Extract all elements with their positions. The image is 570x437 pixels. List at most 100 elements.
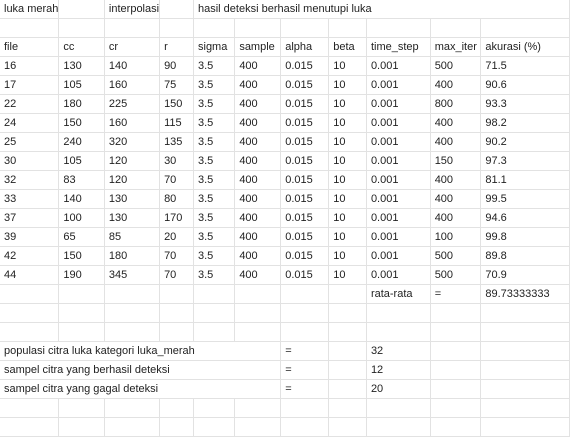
sheet-cell[interactable]: 345 — [104, 265, 161, 285]
sheet-cell[interactable]: 0.015 — [280, 227, 330, 247]
sheet-cell[interactable]: 32 — [366, 341, 431, 361]
sheet-cell[interactable] — [159, 18, 194, 38]
sheet-cell[interactable]: 0.001 — [366, 113, 431, 133]
sheet-cell[interactable]: 33 — [0, 189, 60, 209]
sheet-cell[interactable] — [430, 341, 482, 361]
sheet-cell[interactable] — [0, 303, 60, 323]
sheet-cell[interactable]: 93.3 — [480, 94, 570, 114]
sheet-cell[interactable]: 90 — [159, 56, 194, 76]
sheet-cell[interactable]: 160 — [104, 75, 161, 95]
sheet-cell[interactable] — [366, 18, 431, 38]
sheet-cell[interactable]: 24 — [0, 113, 60, 133]
sheet-cell[interactable]: interpolasi — [104, 0, 161, 19]
sheet-cell[interactable]: 12 — [366, 360, 431, 380]
sheet-cell[interactable]: 10 — [328, 170, 367, 190]
sheet-cell[interactable]: 3.5 — [193, 170, 236, 190]
sheet-cell[interactable]: 89.73333333 — [480, 284, 570, 304]
sheet-cell[interactable]: r — [159, 37, 194, 57]
sheet-cell[interactable]: 130 — [58, 56, 105, 76]
sheet-cell[interactable] — [58, 284, 105, 304]
sheet-cell[interactable]: 400 — [234, 94, 282, 114]
sheet-cell[interactable] — [480, 18, 570, 38]
sheet-cell[interactable] — [193, 18, 236, 38]
sheet-cell[interactable]: 140 — [58, 189, 105, 209]
sheet-cell[interactable] — [328, 360, 367, 380]
sheet-cell[interactable]: 97.3 — [480, 151, 570, 171]
sheet-cell[interactable] — [159, 284, 194, 304]
sheet-cell[interactable]: 65 — [58, 227, 105, 247]
sheet-cell[interactable]: 83 — [58, 170, 105, 190]
sheet-cell[interactable]: 130 — [104, 208, 161, 228]
sheet-cell[interactable]: 75 — [159, 75, 194, 95]
sheet-cell[interactable]: max_iter — [430, 37, 482, 57]
sheet-cell[interactable]: cc — [58, 37, 105, 57]
sheet-cell[interactable]: 0.015 — [280, 94, 330, 114]
sheet-cell[interactable] — [0, 398, 60, 418]
sheet-cell[interactable] — [366, 417, 431, 437]
sheet-cell[interactable] — [328, 417, 367, 437]
sheet-cell[interactable]: 3.5 — [193, 75, 236, 95]
sheet-cell[interactable]: time_step — [366, 37, 431, 57]
sheet-cell[interactable]: 800 — [430, 94, 482, 114]
sheet-cell[interactable]: 115 — [159, 113, 194, 133]
sheet-cell[interactable]: sigma — [193, 37, 236, 57]
sheet-cell[interactable]: 10 — [328, 56, 367, 76]
sheet-cell[interactable]: 10 — [328, 208, 367, 228]
sheet-cell[interactable]: 400 — [234, 170, 282, 190]
sheet-cell[interactable]: sampel citra yang gagal deteksi — [0, 379, 282, 399]
sheet-cell[interactable]: 0.001 — [366, 189, 431, 209]
sheet-cell[interactable]: 0.001 — [366, 75, 431, 95]
sheet-cell[interactable]: 81.1 — [480, 170, 570, 190]
sheet-cell[interactable]: 94.6 — [480, 208, 570, 228]
sheet-cell[interactable]: 10 — [328, 227, 367, 247]
sheet-cell[interactable]: 70 — [159, 170, 194, 190]
sheet-cell[interactable]: 3.5 — [193, 151, 236, 171]
sheet-cell[interactable]: 17 — [0, 75, 60, 95]
sheet-cell[interactable]: 400 — [234, 208, 282, 228]
sheet-cell[interactable]: 3.5 — [193, 113, 236, 133]
sheet-cell[interactable] — [58, 0, 105, 19]
sheet-cell[interactable] — [58, 18, 105, 38]
sheet-cell[interactable]: 39 — [0, 227, 60, 247]
sheet-cell[interactable]: 400 — [234, 56, 282, 76]
sheet-cell[interactable] — [104, 398, 161, 418]
sheet-cell[interactable]: 225 — [104, 94, 161, 114]
sheet-cell[interactable]: 0.001 — [366, 56, 431, 76]
sheet-cell[interactable] — [430, 360, 482, 380]
sheet-cell[interactable] — [328, 284, 367, 304]
sheet-cell[interactable] — [480, 379, 570, 399]
sheet-cell[interactable]: 400 — [234, 113, 282, 133]
sheet-cell[interactable]: 0.015 — [280, 265, 330, 285]
sheet-cell[interactable]: 400 — [234, 132, 282, 152]
sheet-cell[interactable] — [0, 284, 60, 304]
sheet-cell[interactable] — [430, 303, 482, 323]
sheet-cell[interactable]: akurasi (%) — [480, 37, 570, 57]
sheet-cell[interactable] — [280, 303, 330, 323]
sheet-cell[interactable]: 400 — [430, 113, 482, 133]
sheet-cell[interactable] — [430, 18, 482, 38]
sheet-cell[interactable] — [480, 398, 570, 418]
sheet-cell[interactable] — [58, 303, 105, 323]
sheet-cell[interactable]: 500 — [430, 56, 482, 76]
sheet-cell[interactable]: luka merah — [0, 0, 60, 19]
sheet-cell[interactable]: 20 — [159, 227, 194, 247]
sheet-cell[interactable]: 0.015 — [280, 75, 330, 95]
sheet-cell[interactable]: 3.5 — [193, 132, 236, 152]
sheet-cell[interactable]: 0.001 — [366, 94, 431, 114]
sheet-cell[interactable]: 25 — [0, 132, 60, 152]
sheet-cell[interactable] — [0, 322, 60, 342]
sheet-cell[interactable] — [104, 303, 161, 323]
sheet-cell[interactable] — [280, 398, 330, 418]
sheet-cell[interactable]: 85 — [104, 227, 161, 247]
sheet-cell[interactable] — [430, 322, 482, 342]
sheet-cell[interactable]: 20 — [366, 379, 431, 399]
sheet-cell[interactable]: 150 — [430, 151, 482, 171]
sheet-cell[interactable]: 70.9 — [480, 265, 570, 285]
sheet-cell[interactable] — [159, 0, 194, 19]
sheet-cell[interactable]: 400 — [234, 246, 282, 266]
sheet-cell[interactable]: 105 — [58, 151, 105, 171]
sheet-cell[interactable] — [328, 341, 367, 361]
sheet-cell[interactable]: 42 — [0, 246, 60, 266]
sheet-cell[interactable]: 22 — [0, 94, 60, 114]
sheet-cell[interactable] — [328, 398, 367, 418]
